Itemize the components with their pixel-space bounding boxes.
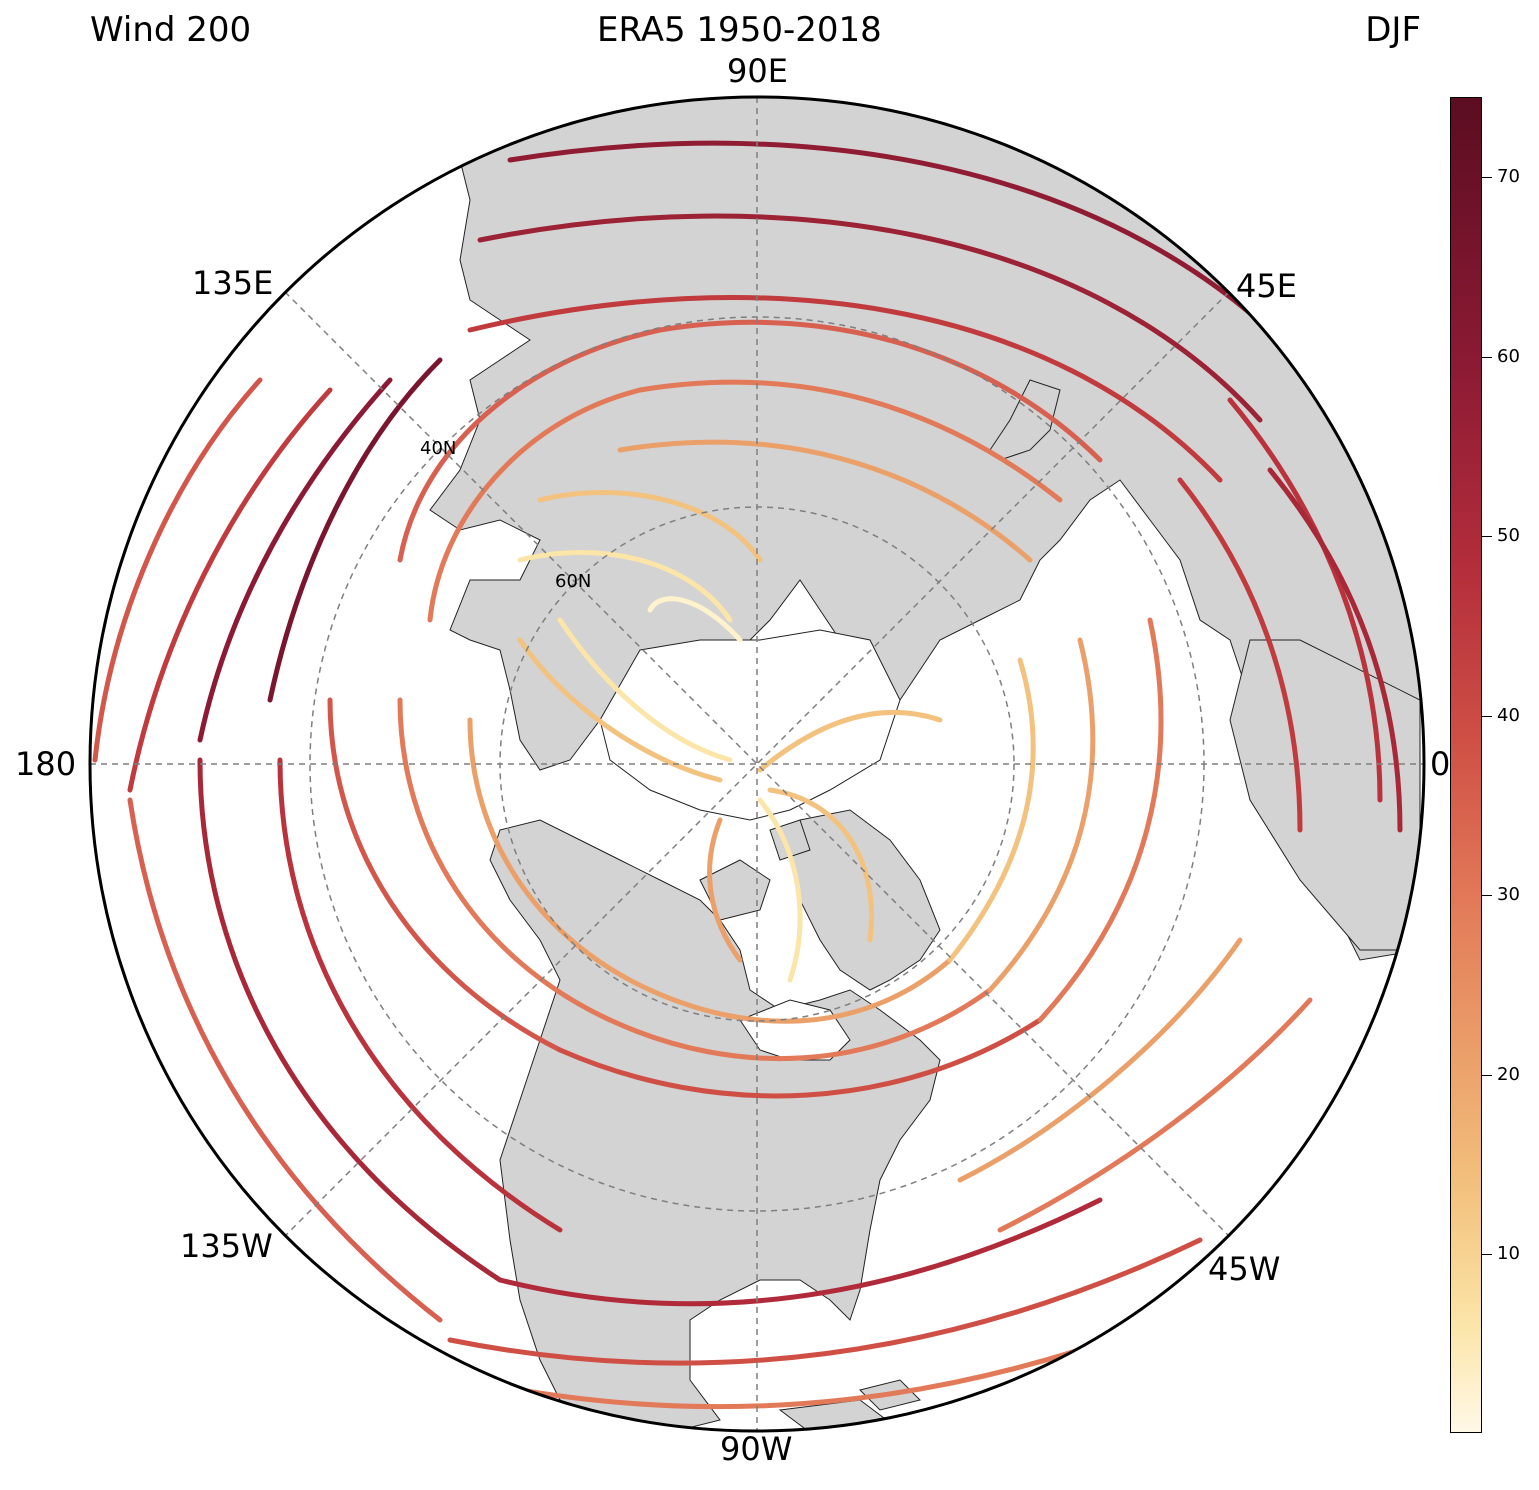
colorbar-tick-label: 20 bbox=[1497, 1063, 1520, 1085]
colorbar-tick bbox=[1482, 895, 1492, 896]
colorbar-tick bbox=[1482, 177, 1492, 178]
colorbar-tick bbox=[1482, 1074, 1492, 1076]
lat-label-60n: 60N bbox=[555, 571, 592, 592]
colorbar-tick-label: 30 bbox=[1497, 884, 1520, 905]
lon-label-45e: 45E bbox=[1236, 267, 1297, 305]
lon-label-90e: 90E bbox=[727, 52, 788, 90]
lat-label-40n: 40N bbox=[420, 438, 457, 459]
colorbar-tick bbox=[1482, 1254, 1492, 1255]
title-center: ERA5 1950-2018 bbox=[597, 10, 882, 50]
colorbar-tick bbox=[1482, 715, 1492, 717]
colorbar-tick-label: 50 bbox=[1497, 525, 1520, 546]
lon-label-45w: 45W bbox=[1208, 1250, 1281, 1288]
colorbar-tick-label: 60 bbox=[1497, 345, 1520, 367]
title-right: DJF bbox=[1365, 10, 1421, 50]
lon-label-135w: 135W bbox=[180, 1227, 273, 1265]
title-left: Wind 200 bbox=[90, 10, 252, 50]
lon-label-90w: 90W bbox=[720, 1430, 793, 1468]
colorbar bbox=[1450, 97, 1482, 1433]
colorbar-tick-label: 10 bbox=[1497, 1243, 1520, 1264]
lon-label-180: 180 bbox=[15, 745, 77, 783]
colorbar-tick bbox=[1482, 356, 1492, 358]
lon-label-135e: 135E bbox=[192, 264, 274, 302]
gridlines bbox=[90, 97, 1424, 1431]
map-boundary bbox=[88, 95, 1426, 1433]
arctic-ocean bbox=[599, 629, 901, 821]
colorbar-tick bbox=[1482, 536, 1492, 537]
colorbar-tick-label: 40 bbox=[1497, 704, 1520, 726]
colorbar-tick-label: 70 bbox=[1497, 166, 1520, 187]
lon-label-0: 0 bbox=[1430, 745, 1451, 783]
